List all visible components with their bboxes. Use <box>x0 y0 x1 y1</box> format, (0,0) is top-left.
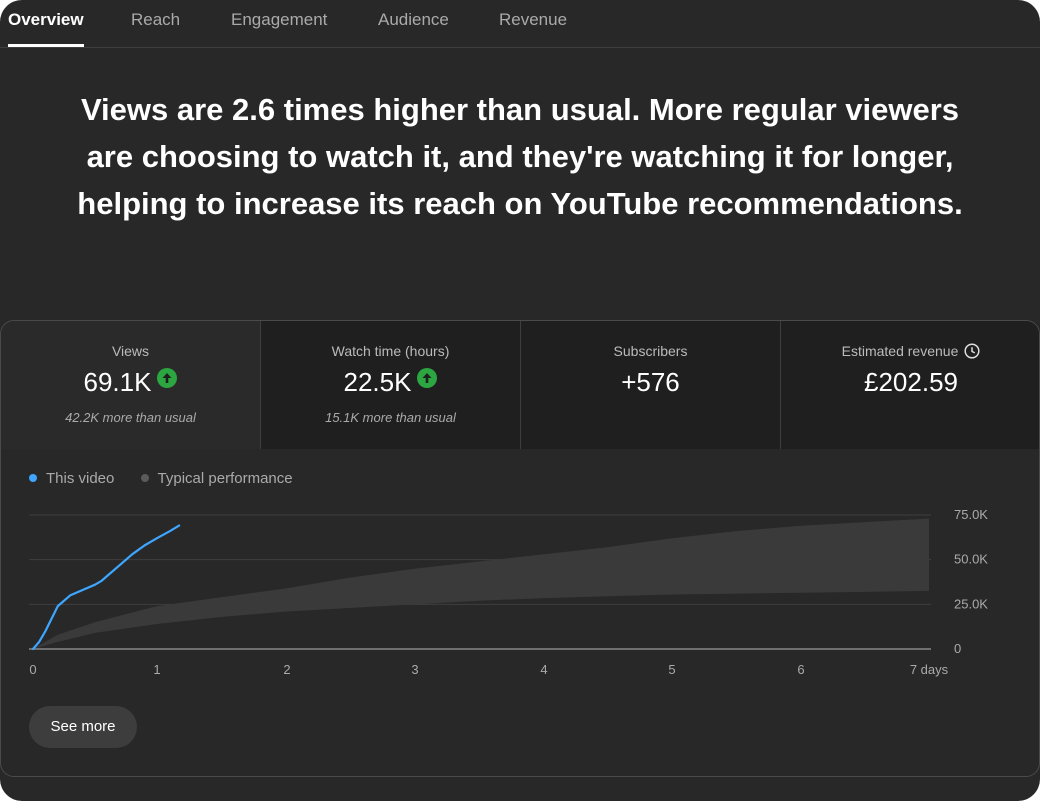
metric-views[interactable]: Views 69.1K 42.2K more than usual <box>1 321 261 449</box>
metric-label-row: Estimated revenue <box>781 343 1039 362</box>
arrow-up-icon <box>157 368 178 388</box>
see-more-button[interactable]: See more <box>29 706 137 748</box>
metric-label: Estimated revenue <box>841 343 959 359</box>
legend-item-this-video[interactable]: This video <box>29 470 114 487</box>
tab-audience[interactable]: Audience <box>378 10 449 29</box>
metric-subscribers[interactable]: Subscribers +576 <box>521 321 781 449</box>
arrow-up-icon <box>417 368 438 388</box>
y-tick-label: 0 <box>954 641 961 656</box>
metric-value-row: 69.1K <box>1 367 260 398</box>
metric-watch-time[interactable]: Watch time (hours) 22.5K 15.1K more than… <box>261 321 521 449</box>
metric-value: +576 <box>621 367 680 397</box>
legend-item-typical-performance[interactable]: Typical performance <box>140 470 293 487</box>
tab-reach[interactable]: Reach <box>131 10 181 29</box>
x-tick-label: 4 <box>540 662 547 677</box>
x-tick-label: 3 <box>411 662 418 677</box>
legend-label: Typical performance <box>157 470 293 487</box>
insight-headline: Views are 2.6 times higher than usual. M… <box>77 92 963 221</box>
chart-legend: This video Typical performance <box>29 470 315 487</box>
metric-value: 22.5K <box>343 367 412 397</box>
metric-note: 42.2K more than usual <box>65 410 196 425</box>
tab-revenue[interactable]: Revenue <box>499 10 568 29</box>
y-tick-label: 75.0K <box>954 507 988 522</box>
tab-engagement[interactable]: Engagement <box>231 10 328 29</box>
x-tick-label: 5 <box>668 662 675 677</box>
x-tick-label: 7 days <box>910 662 949 677</box>
metric-note: 15.1K more than usual <box>325 410 456 425</box>
tab-overview[interactable]: Overview <box>8 0 84 47</box>
y-tick-label: 25.0K <box>954 596 988 611</box>
views-chart: 0 25.0K 50.0K 75.0K 0 1 2 3 4 5 6 7 days <box>29 507 988 677</box>
typical-performance-band <box>33 518 929 649</box>
metric-label: Subscribers <box>613 343 688 359</box>
x-tick-label: 1 <box>153 662 160 677</box>
metric-value: 69.1K <box>83 367 152 397</box>
legend-dot <box>140 474 149 482</box>
this-video-line <box>31 524 181 651</box>
x-tick-label: 6 <box>797 662 804 677</box>
y-tick-label: 50.0K <box>954 552 988 567</box>
metric-tiles: Views 69.1K 42.2K more than usual Watch … <box>1 321 1039 449</box>
x-tick-label: 2 <box>283 662 290 677</box>
x-tick-label: 0 <box>29 662 36 677</box>
legend-label: This video <box>46 470 115 487</box>
metrics-card: Views 69.1K 42.2K more than usual Watch … <box>0 320 1040 777</box>
tab-bar: Overview Reach Engagement Audience Reven… <box>0 0 1040 48</box>
clock-icon[interactable] <box>964 343 980 362</box>
legend-dot <box>29 474 37 482</box>
metric-value: £202.59 <box>864 367 958 397</box>
metric-estimated-revenue[interactable]: Estimated revenue £202.59 <box>781 321 1039 449</box>
metric-label: Views <box>111 343 150 359</box>
metric-label: Watch time (hours) <box>331 343 450 359</box>
metric-value-row: 22.5K <box>261 367 520 398</box>
